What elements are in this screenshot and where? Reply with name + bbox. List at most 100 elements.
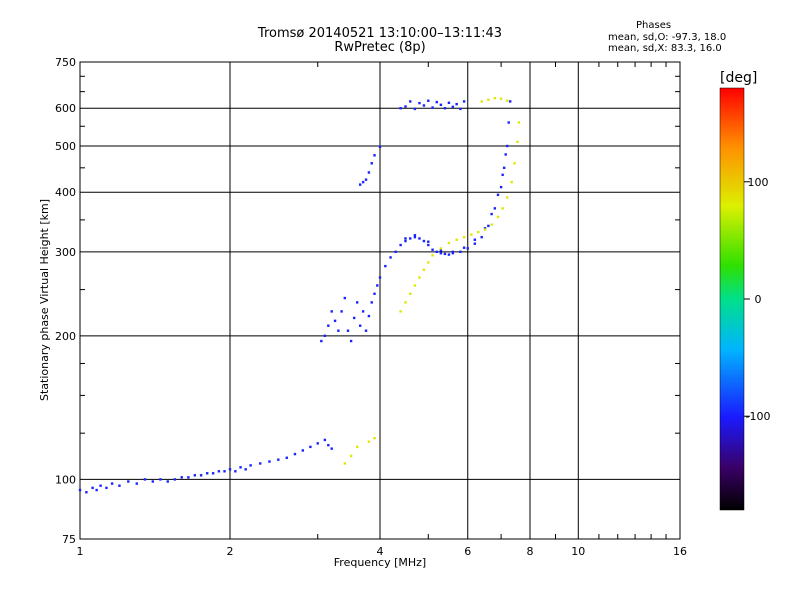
data-point-o	[199, 474, 203, 477]
data-point-o	[404, 237, 407, 240]
data-point-o	[462, 100, 466, 103]
data-point-x	[483, 228, 487, 231]
data-point-o	[361, 180, 365, 184]
data-point-o	[384, 264, 387, 268]
data-point-x	[447, 241, 451, 245]
data-point-o	[447, 253, 451, 256]
data-point-x	[462, 235, 466, 239]
data-point-o	[78, 488, 82, 492]
data-point-o	[343, 296, 347, 300]
data-point-o	[166, 480, 169, 483]
data-point-o	[427, 99, 430, 102]
data-point-o	[301, 449, 305, 452]
data-point-x	[493, 96, 497, 100]
data-point-o	[422, 239, 426, 243]
data-point-o	[473, 242, 477, 245]
chart-title: Tromsø 20140521 13:10:00–13:11:43	[257, 26, 503, 41]
data-point-o	[501, 173, 504, 177]
data-point-o	[193, 474, 197, 477]
data-point-o	[364, 329, 368, 332]
data-point-x	[487, 98, 490, 101]
data-point-o	[330, 310, 333, 313]
data-point-x	[505, 99, 509, 102]
data-point-o	[234, 470, 237, 473]
data-point-o	[367, 171, 371, 174]
data-point-o	[367, 314, 371, 318]
data-point-o	[483, 227, 487, 230]
data-point-x	[510, 180, 513, 184]
data-point-o	[439, 249, 443, 252]
data-point-o	[217, 470, 221, 473]
data-point-o	[239, 466, 242, 469]
data-point-x	[496, 215, 500, 219]
data-point-o	[443, 252, 447, 256]
data-point-o	[228, 468, 232, 471]
y-tick-label: 100	[55, 473, 76, 486]
data-point-o	[399, 243, 402, 247]
colorbar	[719, 87, 745, 511]
data-point-x	[343, 462, 347, 465]
data-point-o	[223, 470, 226, 473]
data-point-o	[409, 237, 412, 240]
data-point-x	[439, 247, 443, 250]
data-point-o	[95, 488, 98, 492]
x-axis-label: Frequency [MHz]	[334, 556, 426, 569]
data-point-x	[499, 97, 503, 100]
data-point-o	[211, 472, 215, 475]
data-point-x	[517, 121, 521, 124]
data-point-o	[159, 478, 162, 481]
data-point-o	[127, 480, 130, 483]
data-point-o	[487, 224, 490, 228]
data-point-o	[323, 334, 327, 338]
data-point-o	[422, 104, 426, 107]
data-point-o	[413, 235, 417, 239]
y-tick-label: 400	[55, 186, 76, 199]
data-point-o	[504, 153, 507, 156]
data-point-o	[399, 107, 402, 110]
data-point-o	[507, 121, 510, 124]
data-point-o	[320, 339, 323, 343]
data-point-o	[249, 464, 252, 467]
y-tick-label: 500	[55, 140, 76, 153]
data-point-o	[370, 301, 373, 304]
data-point-x	[455, 238, 458, 241]
data-point-o	[496, 193, 500, 197]
data-point-o	[378, 145, 382, 149]
data-point-o	[431, 106, 434, 109]
data-point-o	[413, 234, 417, 237]
data-point-o	[316, 442, 319, 445]
data-point-o	[480, 235, 483, 239]
data-point-o	[91, 486, 94, 490]
data-point-o	[99, 484, 102, 487]
data-point-o	[143, 478, 147, 481]
data-point-o	[473, 238, 477, 241]
data-point-o	[268, 460, 271, 463]
data-point-x	[516, 140, 519, 144]
data-point-o	[333, 319, 337, 323]
data-point-o	[459, 250, 462, 254]
data-point-x	[404, 301, 407, 304]
data-point-o	[370, 162, 373, 165]
data-point-o	[355, 301, 359, 304]
data-point-o	[285, 456, 288, 459]
data-point-o	[293, 452, 297, 456]
chart-subtitle: RwPretec (8p)	[334, 40, 426, 55]
data-point-o	[451, 250, 455, 254]
data-point-o	[376, 284, 379, 287]
data-point-x	[501, 207, 504, 210]
data-point-o	[373, 292, 376, 295]
data-point-o	[389, 256, 392, 259]
data-point-o	[327, 443, 330, 447]
data-point-o	[394, 250, 397, 254]
data-point-x	[427, 261, 430, 264]
data-point-o	[418, 237, 421, 240]
data-point-o	[180, 476, 183, 479]
data-point-o	[105, 486, 108, 490]
data-point-o	[323, 438, 327, 442]
data-point-o	[330, 447, 333, 450]
data-point-o	[110, 482, 114, 485]
data-point-o	[327, 324, 330, 327]
data-point-x	[355, 445, 359, 449]
data-point-o	[451, 105, 455, 109]
data-point-x	[477, 230, 480, 234]
